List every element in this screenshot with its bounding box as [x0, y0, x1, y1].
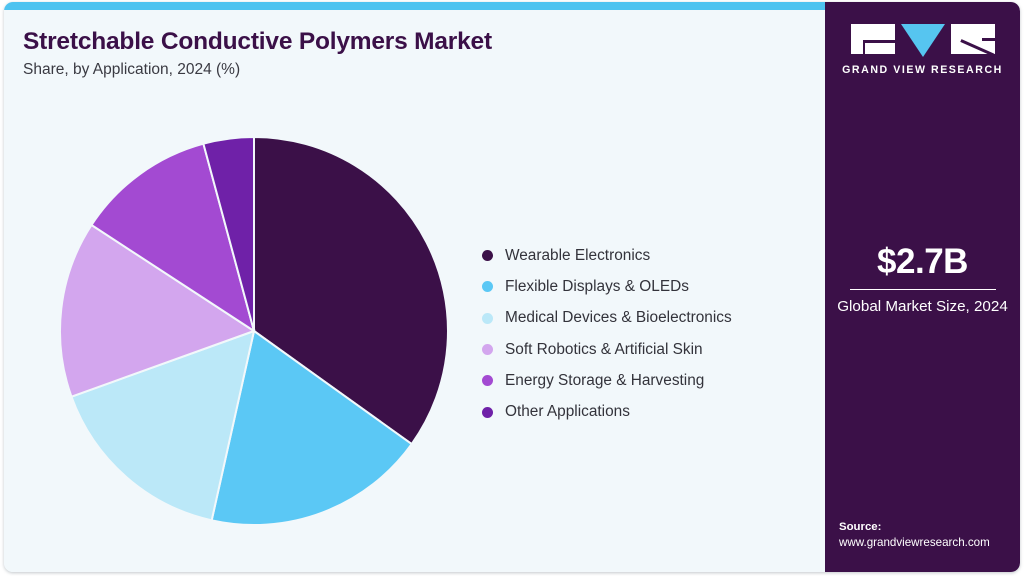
legend-swatch-icon [482, 406, 493, 418]
gvr-triangle-icon [900, 24, 945, 57]
pie-slice [70, 329, 256, 522]
accent-bar [4, 2, 825, 10]
gvr-g-mark-icon [850, 24, 895, 54]
sidebar-panel: GRAND VIEW RESEARCH $2.7B Global Market … [825, 2, 1020, 572]
legend-item[interactable]: Medical Devices & Bioelectronics [482, 303, 732, 334]
page-subtitle: Share, by Application, 2024 (%) [23, 61, 241, 78]
legend-item[interactable]: Energy Storage & Harvesting [482, 365, 732, 396]
page-title: Stretchable Conductive Polymers Market [23, 28, 492, 55]
chart-panel: Stretchable Conductive Polymers Market S… [4, 2, 825, 572]
market-size-value: $2.7B [877, 242, 968, 281]
legend-item[interactable]: Other Applications [482, 396, 732, 427]
source-block: Source: www.grandviewresearch.com [839, 519, 1020, 552]
legend-swatch-icon [482, 375, 493, 387]
legend-item-label: Other Applications [505, 403, 630, 421]
divider [849, 288, 996, 291]
legend-item[interactable]: Soft Robotics & Artificial Skin [482, 334, 732, 365]
brand-logo: GRAND VIEW RESEARCH [825, 24, 1020, 76]
legend-item[interactable]: Wearable Electronics [482, 240, 732, 271]
legend-item-label: Wearable Electronics [505, 246, 651, 264]
logo-wordmark: GRAND VIEW RESEARCH [842, 64, 1003, 76]
gvr-r-mark-icon [950, 24, 995, 54]
legend-item[interactable]: Flexible Displays & OLEDs [482, 271, 732, 302]
legend-swatch-icon [482, 250, 493, 262]
legend-swatch-icon [482, 344, 493, 356]
pie-slice [202, 136, 255, 332]
chart-legend: Wearable Electronics Flexible Displays & … [482, 240, 732, 428]
legend-item-label: Flexible Displays & OLEDs [505, 277, 689, 295]
legend-item-label: Energy Storage & Harvesting [505, 371, 705, 389]
infographic-card: Stretchable Conductive Polymers Market S… [4, 2, 1020, 572]
legend-item-label: Medical Devices & Bioelectronics [505, 309, 732, 327]
legend-item-label: Soft Robotics & Artificial Skin [505, 340, 703, 358]
pie-chart-svg [59, 136, 449, 526]
pie-slice [253, 136, 449, 446]
pie-slice [210, 329, 414, 526]
market-size-block: $2.7B Global Market Size, 2024 [825, 242, 1020, 318]
source-label: Source: [839, 520, 882, 533]
market-size-caption: Global Market Size, 2024 [837, 298, 1008, 316]
pie-slice [90, 142, 256, 334]
legend-swatch-icon [482, 281, 493, 293]
legend-swatch-icon [482, 312, 493, 324]
pie-chart [59, 136, 449, 526]
pie-slice-group [59, 136, 449, 526]
source-url: www.grandviewresearch.com [839, 536, 990, 550]
pie-slice [59, 223, 257, 398]
logo-marks [825, 24, 1020, 57]
